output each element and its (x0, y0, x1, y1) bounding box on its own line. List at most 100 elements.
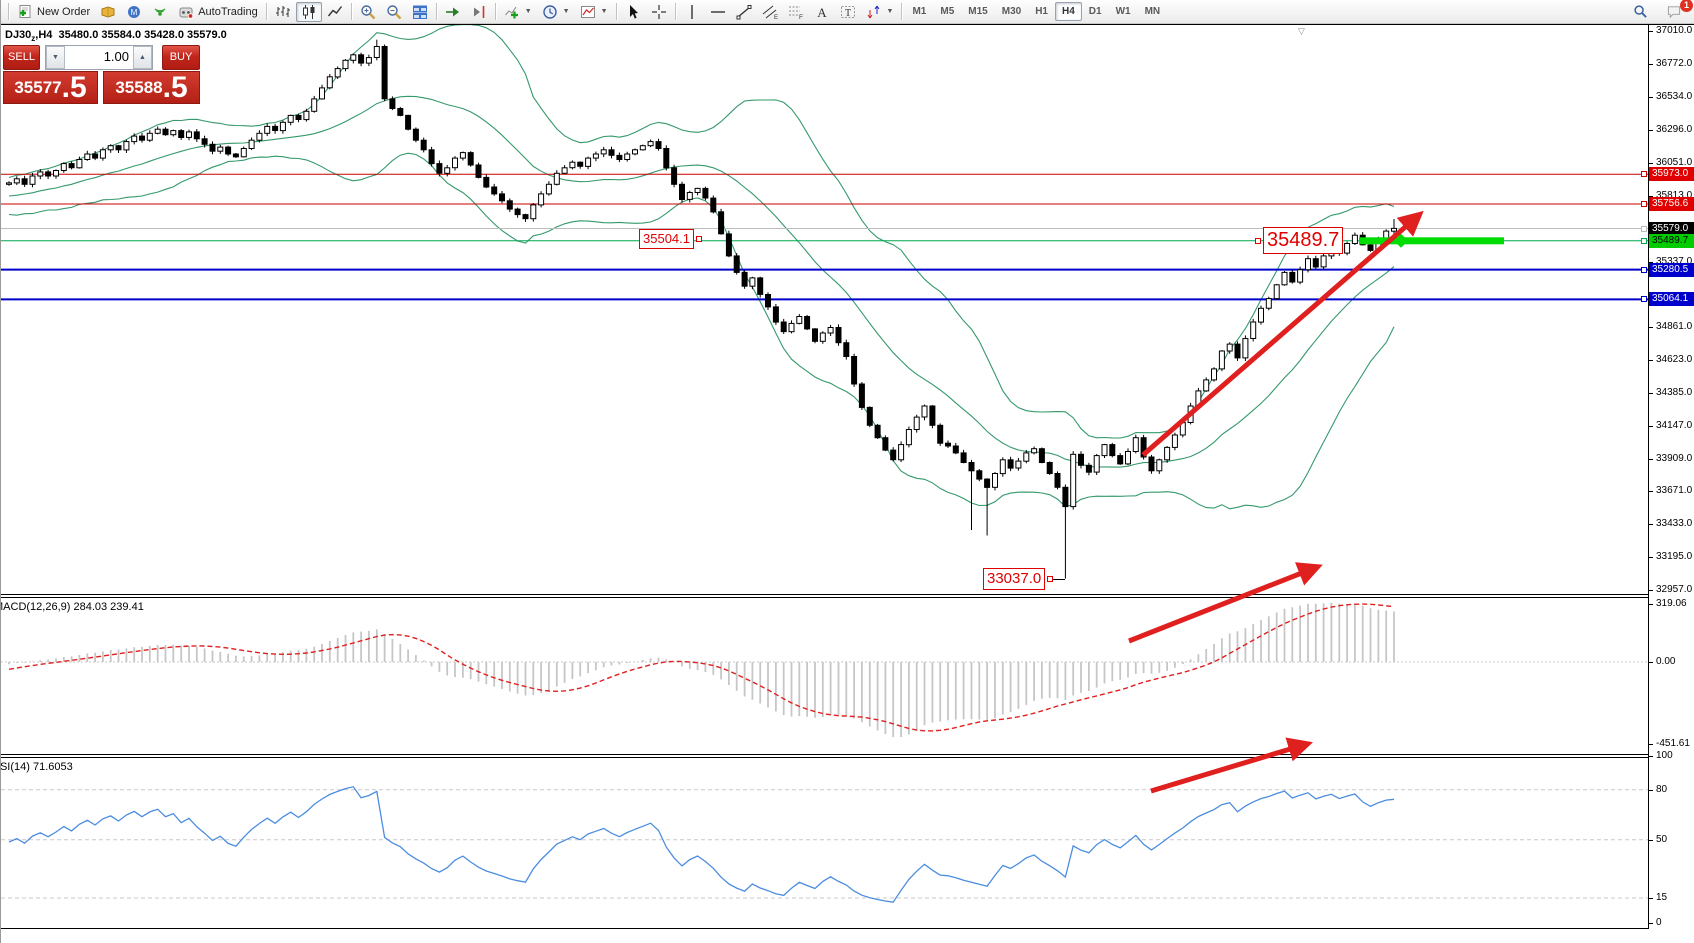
tile-windows-button[interactable] (407, 2, 433, 22)
axis-tick-mark (1649, 604, 1653, 605)
candle-body (1305, 258, 1311, 271)
timeframe-mn-button[interactable]: MN (1144, 6, 1161, 17)
timeframe-m15-button[interactable]: M15 (968, 6, 988, 17)
price-annotation-label[interactable]: 35489.7 (1263, 227, 1344, 254)
text-button[interactable]: A (809, 2, 835, 22)
auto-scroll-button[interactable] (440, 2, 466, 22)
annotation-anchor-square (1255, 238, 1261, 244)
level-anchor-square (1641, 226, 1647, 232)
buy-price[interactable]: 35588.5 (103, 71, 200, 104)
candle-body (232, 153, 239, 158)
candle-body (976, 470, 983, 480)
mql5-community-button[interactable]: M (121, 2, 147, 22)
vertical-line-button[interactable] (679, 2, 705, 22)
autotrading-button[interactable]: AutoTrading (173, 2, 263, 22)
toolbar-separator (265, 3, 267, 20)
y-axis-tick: 0.00 (1656, 656, 1676, 667)
chart-shift-button[interactable] (466, 2, 492, 22)
candle-body (436, 163, 443, 174)
candle-body (1093, 455, 1100, 473)
search-button[interactable] (1628, 2, 1653, 22)
y-axis-tick: 37010.0 (1656, 25, 1693, 36)
trend-line-button[interactable] (731, 2, 757, 22)
candle-body (538, 193, 545, 206)
timeframe-w1-button[interactable]: W1 (1115, 6, 1131, 17)
timeframe-h1-button[interactable]: H1 (1035, 6, 1048, 17)
svg-text:T: T (844, 8, 850, 19)
bar-chart-button[interactable] (270, 2, 296, 22)
y-axis-tick: 36296.0 (1656, 124, 1693, 135)
signals-button[interactable] (147, 2, 173, 22)
price-axis[interactable]: 37010.0 36772.0 36534.0 36296.0 36051.0 35813… (1648, 25, 1694, 929)
axis-tick-mark (1649, 790, 1653, 791)
periods-button[interactable]: ▼ (537, 2, 575, 22)
candle-body (819, 332, 826, 342)
y-axis-tick: 319.06 (1656, 598, 1687, 609)
equidistant-channel-button[interactable]: E (757, 2, 783, 22)
candle-body (968, 462, 975, 472)
timeframe-m1-button[interactable]: M1 (912, 6, 927, 17)
volume-decrease-button[interactable]: ▼ (46, 46, 65, 69)
toolbar: New Order M AutoTrading ▼ ▼ ▼ E F A T ▼ M1 M5 M15 M30… (1, 0, 1694, 24)
sell-button[interactable]: SELL (3, 45, 40, 70)
volume-value[interactable]: 1.00 (103, 49, 129, 64)
arrows-button[interactable]: ▼ (861, 2, 899, 22)
notifications-button[interactable]: 1 (1661, 0, 1693, 22)
line-chart-button[interactable] (322, 2, 348, 22)
candle-body (256, 132, 263, 141)
timeframe-h4-button[interactable]: H4 (1054, 2, 1082, 21)
fibonacci-button[interactable]: F (783, 2, 809, 22)
rsi-panel-canvas[interactable] (1, 759, 1648, 928)
cursor-button[interactable] (620, 2, 646, 22)
candle-body (389, 98, 396, 110)
candle-body (624, 153, 631, 160)
toolbar-separator (615, 3, 617, 20)
candle-body (1171, 434, 1178, 448)
candle-body (193, 131, 200, 140)
candle-body (1078, 453, 1084, 466)
y-axis-tick: 34623.0 (1656, 354, 1693, 365)
price-annotation-label[interactable]: 33037.0 (983, 568, 1046, 590)
time-axis[interactable]: Dec 202127 Dec 12:0028 Dec 20:0030 Dec 0… (1, 929, 1648, 943)
text-label-button[interactable]: T (835, 2, 861, 22)
macd-panel-canvas[interactable] (1, 599, 1648, 754)
candle-body (342, 59, 349, 70)
axis-tick-mark (1649, 491, 1653, 492)
timeframe-m5-button[interactable]: M5 (940, 6, 955, 17)
sell-price[interactable]: 35577.5 (3, 71, 98, 104)
buy-button[interactable]: BUY (162, 45, 200, 70)
y-axis-tick: 34147.0 (1656, 420, 1693, 431)
templates-button[interactable]: ▼ (575, 2, 613, 22)
zoom-in-button[interactable] (355, 2, 381, 22)
indicators-add-button[interactable]: ▼ (499, 2, 537, 22)
candle-body (608, 149, 615, 156)
zoom-out-button[interactable] (381, 2, 407, 22)
candle-body (107, 145, 114, 151)
timeframe-d1-button[interactable]: D1 (1088, 6, 1102, 17)
candle-body (405, 114, 412, 130)
candle-body (1203, 379, 1210, 392)
candle-body (1367, 244, 1374, 251)
new-order-button[interactable]: New Order (12, 2, 95, 22)
candle-body (1320, 255, 1327, 268)
candle-body (146, 132, 153, 141)
candle-body (29, 175, 36, 185)
volume-increase-button[interactable]: ▲ (133, 46, 152, 69)
main-chart-canvas[interactable] (1, 25, 1648, 594)
candle-body (92, 153, 99, 159)
horizontal-line-button[interactable] (705, 2, 731, 22)
candle-body (37, 171, 44, 177)
price-annotation-label[interactable]: 35504.1 (639, 229, 694, 249)
candle-body (804, 316, 811, 330)
crosshair-icon (651, 4, 667, 20)
candle-body (1023, 452, 1030, 462)
support-highlight-segment[interactable] (1359, 237, 1504, 245)
candlestick-chart-button[interactable] (295, 1, 322, 22)
y-axis-tick: 36534.0 (1656, 91, 1693, 102)
candle-body (679, 183, 685, 201)
price-tag: 35973.0 (1649, 167, 1694, 181)
candle-body (1312, 258, 1319, 268)
timeframe-m30-button[interactable]: M30 (1001, 6, 1022, 17)
deposit-button[interactable] (95, 2, 121, 22)
crosshair-button[interactable] (646, 2, 672, 22)
